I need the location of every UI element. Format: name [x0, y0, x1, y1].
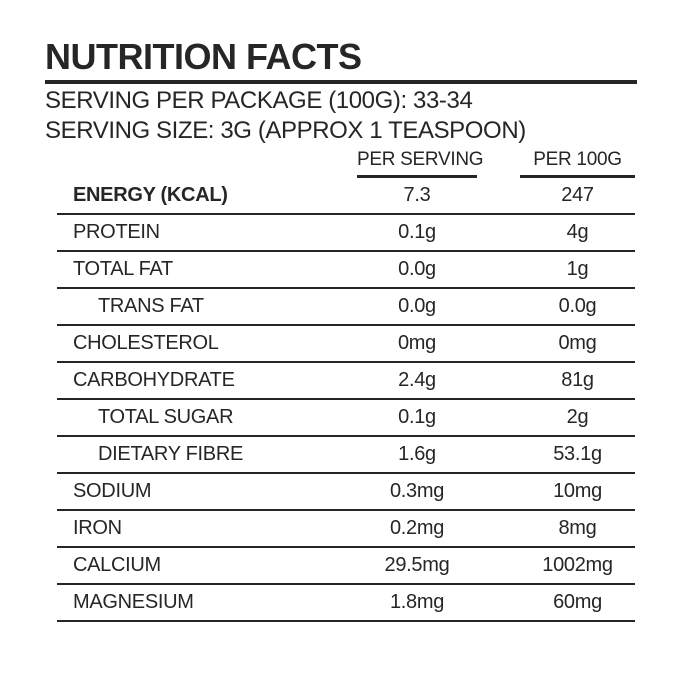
- table-row: CHOLESTEROL 0mg 0mg: [57, 326, 635, 363]
- serving-size-text: SERVING SIZE: 3G (APPROX 1 TEASPOON): [45, 117, 526, 144]
- row-value-per-serving: 0.2mg: [389, 517, 445, 539]
- row-label: TRANS FAT: [98, 295, 204, 317]
- row-value-per-100g: 60mg: [553, 591, 602, 613]
- table-row: CALCIUM 29.5mg 1002mg: [57, 548, 635, 585]
- table-header: PER SERVING PER 100G: [57, 149, 635, 178]
- row-value-per-serving: 0.1g: [398, 221, 436, 243]
- row-label: CALCIUM: [73, 554, 161, 576]
- row-value-per-100g: 4g: [566, 221, 589, 243]
- row-label: SODIUM: [73, 480, 152, 502]
- table-row: IRON 0.2mg 8mg: [57, 511, 635, 548]
- table-row: TOTAL SUGAR 0.1g 2g: [57, 400, 635, 437]
- row-value-per-100g: 2g: [566, 406, 589, 428]
- row-value-per-100g: 1g: [566, 258, 589, 280]
- row-value-per-serving: 1.8mg: [389, 591, 445, 613]
- row-value-per-serving: 0.1g: [398, 406, 436, 428]
- column-header-per-100g: PER 100G: [520, 149, 635, 178]
- nutrition-table: PER SERVING PER 100G ENERGY (KCAL) 7.3 2…: [57, 149, 635, 622]
- table-row: MAGNESIUM 1.8mg 60mg: [57, 585, 635, 622]
- row-value-per-serving: 7.3: [403, 184, 431, 206]
- serving-per-package-text: SERVING PER PACKAGE (100G): 33-34: [45, 87, 473, 114]
- row-label: ENERGY (KCAL): [73, 184, 228, 206]
- title-rule: [45, 80, 637, 84]
- page-title: NUTRITION FACTS: [45, 36, 362, 77]
- row-value-per-serving: 0mg: [397, 332, 436, 354]
- table-row: PROTEIN 0.1g 4g: [57, 215, 635, 252]
- row-value-per-serving: 29.5mg: [384, 554, 450, 576]
- row-value-per-serving: 0.3mg: [389, 480, 445, 502]
- table-row: CARBOHYDRATE 2.4g 81g: [57, 363, 635, 400]
- column-header-per-serving: PER SERVING: [357, 149, 484, 178]
- table-row: TRANS FAT 0.0g 0.0g: [57, 289, 635, 326]
- row-value-per-100g: 10mg: [553, 480, 602, 502]
- row-label: MAGNESIUM: [73, 591, 194, 613]
- row-value-per-100g: 81g: [561, 369, 594, 391]
- row-label: IRON: [73, 517, 122, 539]
- row-label: CARBOHYDRATE: [73, 369, 235, 391]
- label-content: NUTRITION FACTS SERVING PER PACKAGE (100…: [45, 38, 637, 622]
- table-row: ENERGY (KCAL) 7.3 247: [57, 178, 635, 215]
- row-label: CHOLESTEROL: [73, 332, 219, 354]
- row-value-per-100g: 53.1g: [553, 443, 602, 465]
- row-value-per-serving: 0.0g: [398, 295, 436, 317]
- row-value-per-100g: 8mg: [558, 517, 597, 539]
- row-value-per-100g: 1002mg: [542, 554, 613, 576]
- row-value-per-serving: 2.4g: [398, 369, 436, 391]
- row-value-per-serving: 0.0g: [398, 258, 436, 280]
- row-value-per-100g: 247: [561, 184, 594, 206]
- row-label: TOTAL FAT: [73, 258, 173, 280]
- row-value-per-serving: 1.6g: [398, 443, 436, 465]
- row-value-per-100g: 0mg: [558, 332, 597, 354]
- table-row: SODIUM 0.3mg 10mg: [57, 474, 635, 511]
- row-label: PROTEIN: [73, 221, 160, 243]
- row-value-per-100g: 0.0g: [558, 295, 597, 317]
- row-label: DIETARY FIBRE: [98, 443, 244, 465]
- row-label: TOTAL SUGAR: [98, 406, 234, 428]
- table-row: TOTAL FAT 0.0g 1g: [57, 252, 635, 289]
- table-row: DIETARY FIBRE 1.6g 53.1g: [57, 437, 635, 474]
